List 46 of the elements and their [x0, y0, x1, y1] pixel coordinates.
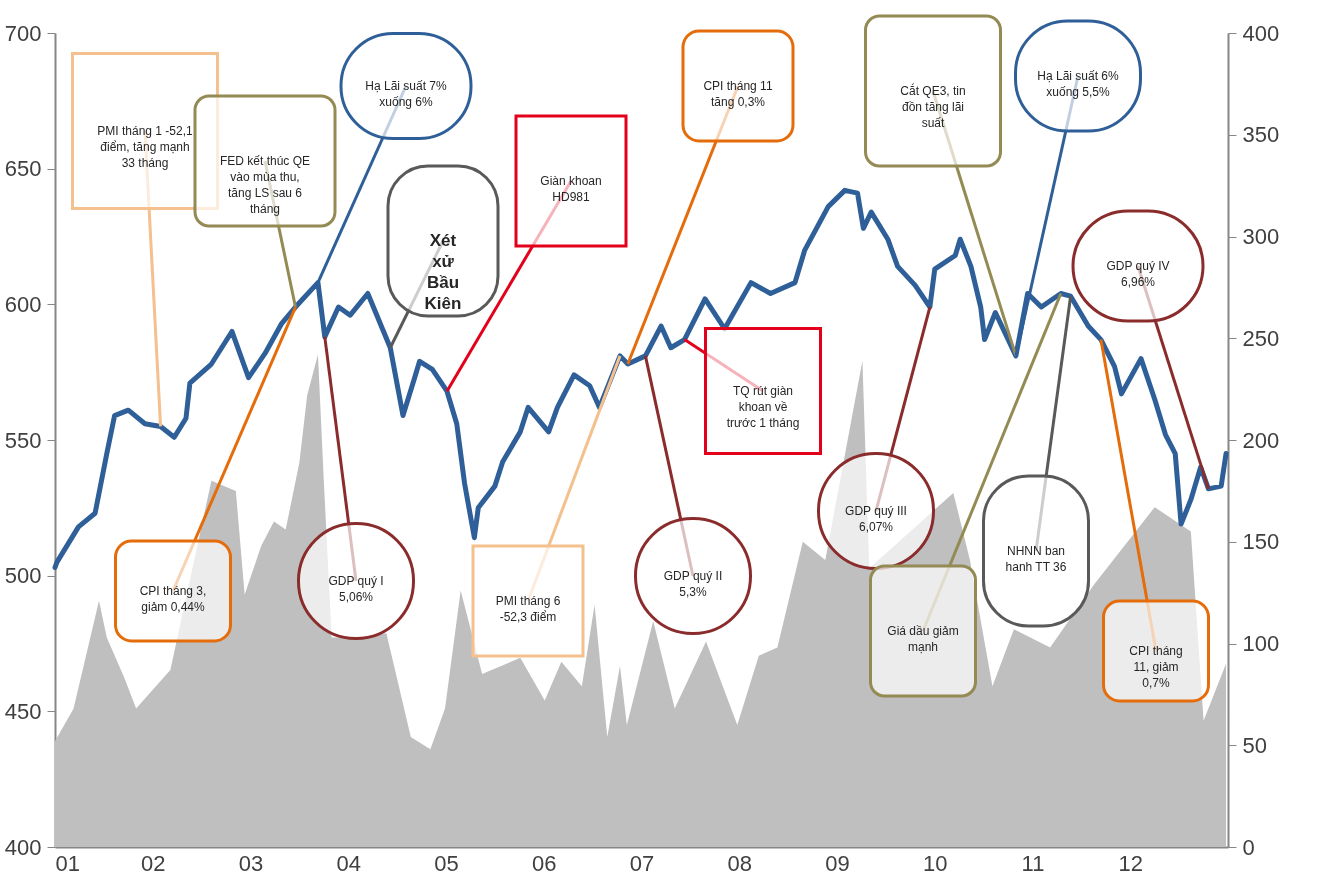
- annotation: GDP quý II 5,3%: [663, 569, 723, 599]
- x-tick-label: 11: [1021, 850, 1045, 876]
- annotation: CPI tháng 11 tăng 0,3%: [703, 79, 773, 109]
- annotation: Hạ Lãi suất 7% xuống 6%: [365, 79, 448, 109]
- x-tick-label: 01: [55, 850, 80, 876]
- annotation: PMI tháng 6 -52,3 điểm: [495, 594, 561, 624]
- x-tick-label: 04: [336, 850, 361, 876]
- x-tick-label: 05: [434, 850, 459, 876]
- y2-tick-label: 250: [1242, 325, 1280, 351]
- y2-tick-label: 50: [1242, 732, 1267, 758]
- x-tick-label: 08: [727, 850, 752, 876]
- annotation: TQ rút giàn khoan về trước 1 tháng: [726, 384, 800, 430]
- annotation: PMI tháng 1 -52,1 điểm, tăng mạnh 33 tháng: [97, 124, 194, 170]
- annotation: GDP quý I 5,06%: [328, 574, 384, 604]
- annotation: NHNN ban hanh TT 36: [1005, 544, 1067, 574]
- annotation: GDP quý III 6,07%: [845, 504, 907, 534]
- y2-tick-label: 200: [1242, 427, 1280, 453]
- annotation: Xét xử Bầu Kiên: [424, 231, 462, 313]
- y-tick-label: 550: [4, 427, 42, 453]
- x-tick-label: 12: [1118, 850, 1143, 876]
- annotation: Cắt QE3, tin đồn tăng lãi suất: [900, 83, 966, 130]
- y-tick-label: 650: [4, 156, 42, 182]
- y2-tick-label: 100: [1242, 631, 1280, 656]
- y2-tick-label: 0: [1242, 834, 1255, 860]
- y2-tick-label: 300: [1242, 224, 1280, 249]
- y2-tick-label: 400: [1242, 20, 1280, 46]
- annotation: Giá dầu giảm mạnh: [887, 624, 959, 654]
- annotation: CPI tháng 11, giảm 0,7%: [1129, 644, 1183, 690]
- annotation: CPI tháng 3, giảm 0,44%: [139, 584, 207, 614]
- x-tick-label: 07: [629, 850, 655, 876]
- x-tick-label: 03: [238, 850, 264, 876]
- x-tick-label: 06: [532, 850, 557, 876]
- annotation: FED kết thúc QE vào mùa thu, tăng LS sau 6 tháng: [219, 154, 311, 216]
- x-tick-label: 09: [825, 850, 850, 876]
- y-tick-label: 700: [4, 20, 42, 46]
- y-tick-label: 400: [4, 834, 42, 860]
- y2-tick-label: 150: [1242, 529, 1280, 555]
- annotation: Giàn khoan HD981: [540, 174, 602, 204]
- x-tick-label: 10: [923, 850, 948, 876]
- annotation: GDP quý IV 6,96%: [1106, 259, 1170, 289]
- y-tick-label: 600: [4, 291, 42, 317]
- annotation: Hạ Lãi suất 6% xuống 5,5%: [1037, 69, 1120, 99]
- y-tick-label: 500: [4, 563, 42, 589]
- y-tick-label: 450: [4, 698, 42, 724]
- y2-tick-label: 350: [1242, 122, 1280, 148]
- x-tick-label: 02: [141, 850, 166, 876]
